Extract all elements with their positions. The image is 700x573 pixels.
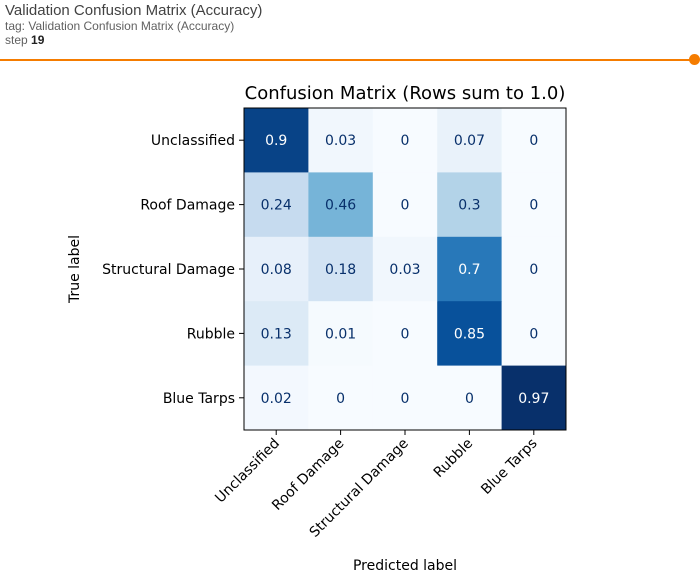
matrix-cell [308,236,374,302]
cell-value-label: 0.24 [261,198,292,214]
chart-title: Confusion Matrix (Rows sum to 1.0) [245,83,566,104]
matrix-cell [437,108,503,173]
step-slider-track[interactable] [0,59,697,61]
matrix-cell [437,365,503,431]
step-slider-thumb[interactable] [689,54,700,65]
x-tick-label: Unclassified [212,436,283,507]
matrix-cell [308,172,374,238]
cell-value-label: 0 [401,133,410,149]
y-tick-label: Blue Tarps [163,391,235,407]
step-value: 19 [31,33,45,47]
matrix-cell [501,365,567,431]
cell-value-label: 0.18 [325,262,356,278]
card-header: Validation Confusion Matrix (Accuracy) t… [5,2,262,47]
y-tick-label: Unclassified [151,133,235,149]
y-tick-label: Rubble [187,326,235,342]
matrix-cell [308,301,374,367]
cell-value-label: 0.7 [458,262,480,278]
matrix-cell [244,236,309,302]
cell-value-label: 0.07 [454,133,485,149]
matrix-cell [244,365,309,431]
matrix-cell [244,172,309,238]
cell-value-label: 0.01 [325,326,356,342]
cell-value-label: 0 [401,198,410,214]
matrix-cell [372,365,438,431]
matrix-cell [244,108,309,173]
cell-value-label: 0 [401,326,410,342]
y-axis-label: True label [67,235,83,304]
card-title: Validation Confusion Matrix (Accuracy) [5,2,263,19]
matrix-cell [372,236,438,302]
cell-value-label: 0 [336,391,345,407]
matrix-cell [308,108,374,173]
matrix-cell [372,108,438,173]
matrix-cell [244,301,309,367]
cell-value-label: 0 [529,262,538,278]
matrix-cell [437,301,503,367]
cell-value-label: 0.03 [325,133,356,149]
cell-value-label: 0.9 [265,133,287,149]
cell-value-label: 0.08 [261,262,292,278]
cell-value-label: 0 [529,326,538,342]
card-tag: tag: Validation Confusion Matrix (Accura… [5,19,235,33]
cell-value-label: 0 [529,133,538,149]
confusion-matrix-chart: Confusion Matrix (Rows sum to 1.0) 0.9 0.… [67,83,567,573]
cell-value-label: 0 [465,391,474,407]
cell-value-label: 0.3 [458,198,480,214]
cell-value-label: 0.03 [389,262,420,278]
matrix-cell [308,365,374,431]
cell-value-label: 0.02 [261,391,292,407]
matrix-cell [437,236,503,302]
cell-value-label: 0.13 [261,326,292,342]
step-label: step [5,33,28,47]
card-step: step 19 [5,33,262,47]
matrix-cell [501,301,567,367]
x-tick-label: Rubble [431,436,476,481]
matrix-cell [372,301,438,367]
matrix-cell [437,172,503,238]
y-tick-label: Roof Damage [140,198,235,214]
step-slider[interactable] [0,54,700,67]
y-tick-label: Structural Damage [102,262,235,278]
cell-value-label: 0 [529,198,538,214]
matrix-cell [501,236,567,302]
matrix-cell [501,172,567,238]
cell-value-label: 0.46 [325,198,356,214]
matrix-cell [501,108,567,173]
cell-value-label: 0.85 [454,326,485,342]
matrix-cell [372,172,438,238]
x-tick-label: Blue Tarps [478,436,540,498]
cell-value-label: 0.97 [518,391,549,407]
x-axis-label: Predicted label [353,558,457,573]
cell-value-label: 0 [401,391,410,407]
